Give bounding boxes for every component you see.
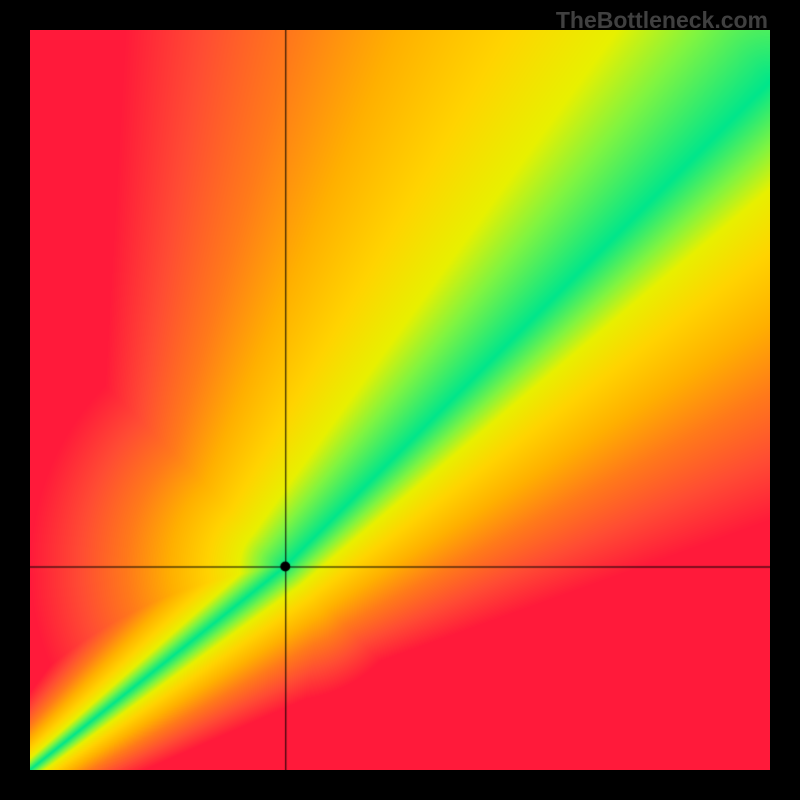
heatmap-plot [30,30,770,770]
chart-frame: TheBottleneck.com [0,0,800,800]
watermark-text: TheBottleneck.com [556,7,768,34]
heatmap-canvas [30,30,770,770]
